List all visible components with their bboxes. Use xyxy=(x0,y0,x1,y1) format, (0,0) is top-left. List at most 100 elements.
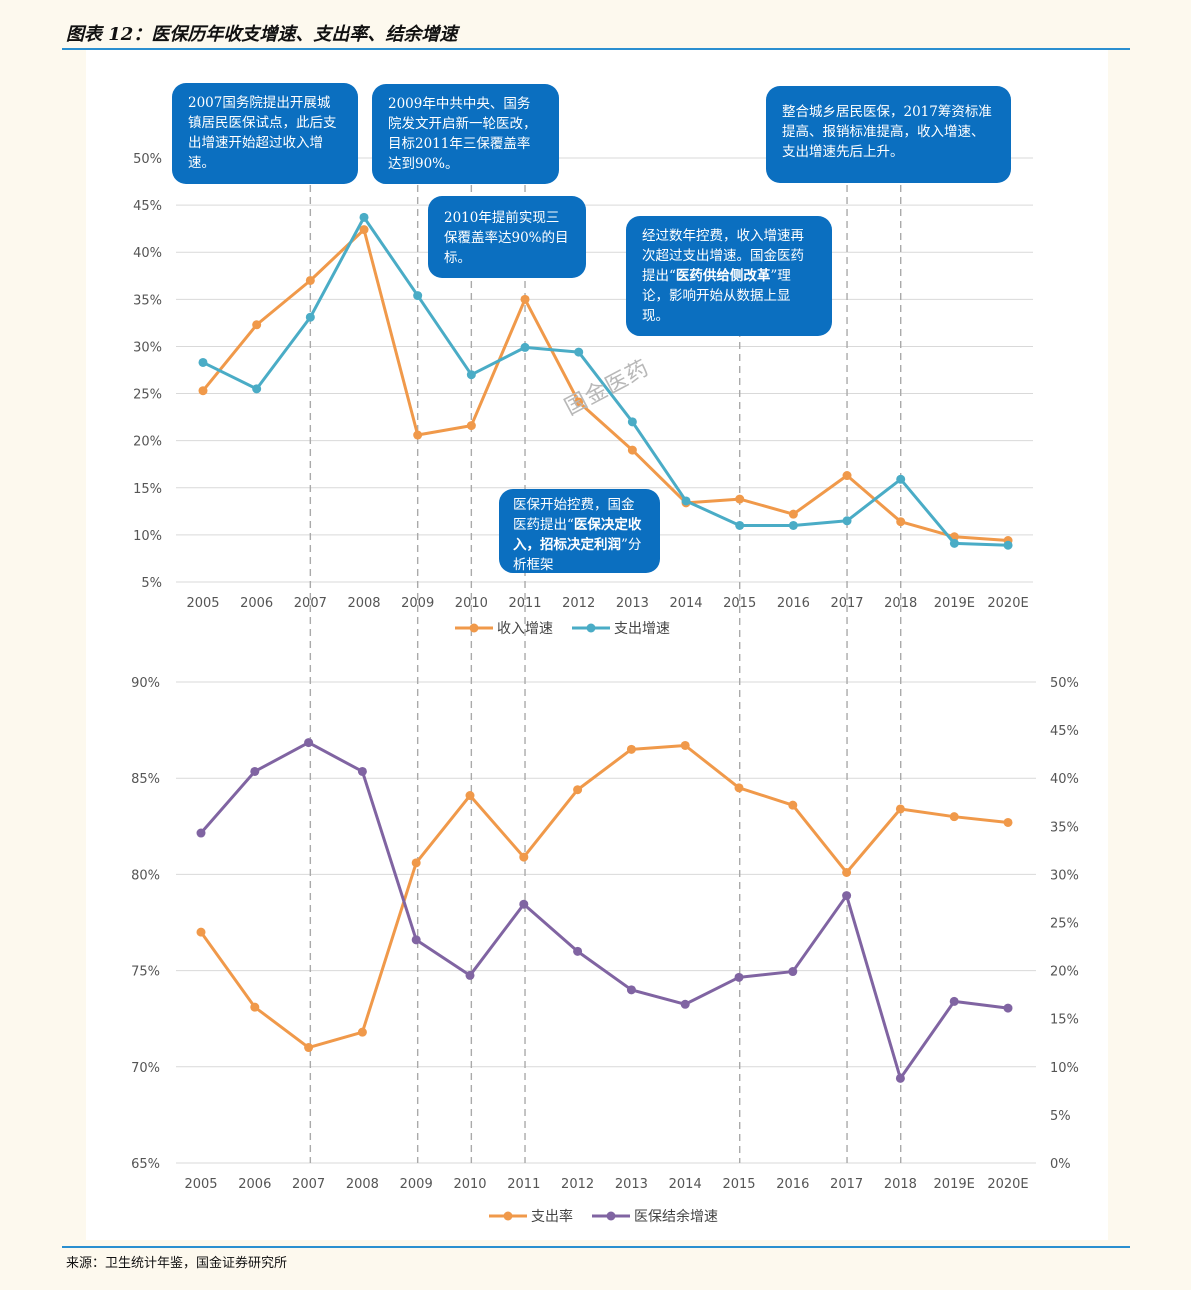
x-tick-label: 2015 xyxy=(723,596,756,611)
expense-growth-point xyxy=(520,342,530,352)
expense-growth-point xyxy=(842,516,852,526)
surplus-growth-point xyxy=(680,999,690,1009)
surplus-growth-point xyxy=(734,972,744,982)
income-growth-point xyxy=(735,494,745,504)
surplus-growth-point xyxy=(357,766,367,776)
x-tick-label: 2014 xyxy=(669,1177,702,1192)
figure-title: 图表 12：医保历年收支增速、支出率、结余增速 xyxy=(66,24,458,45)
income-growth-point xyxy=(466,421,476,431)
y-left-tick-label: 90% xyxy=(131,676,160,691)
income-growth-point xyxy=(359,225,369,235)
expense-ratio-point xyxy=(411,858,421,868)
expense-growth-point xyxy=(896,474,906,484)
x-tick-label: 2009 xyxy=(400,1177,433,1192)
y-tick-label: 35% xyxy=(133,293,162,308)
x-tick-label: 2020E xyxy=(987,596,1028,611)
expense-growth-line xyxy=(202,215,1009,547)
legend-income-label: 收入增速 xyxy=(497,621,553,637)
surplus-growth-point xyxy=(895,1073,905,1083)
y-right-tick-label: 35% xyxy=(1050,820,1079,835)
expense-growth-point xyxy=(466,370,476,380)
top-rule xyxy=(62,48,1130,50)
x-tick-label: 2013 xyxy=(616,596,649,611)
x-tick-label: 2011 xyxy=(508,596,541,611)
y-right-tick-label: 30% xyxy=(1050,868,1079,883)
x-tick-label: 2019E xyxy=(934,1177,975,1192)
surplus-growth-point xyxy=(304,738,314,748)
y-tick-label: 10% xyxy=(133,529,162,544)
callout-2007-text: 2007国务院提出开展城镇居民医保试点，此后支出增速开始超过收入增速。 xyxy=(188,95,337,171)
x-tick-label: 2017 xyxy=(830,596,863,611)
expense-ratio-point xyxy=(788,800,798,810)
expense-growth-point xyxy=(788,520,798,530)
y-tick-label: 20% xyxy=(133,435,162,450)
y-tick-label: 50% xyxy=(133,152,162,167)
expense-ratio-point xyxy=(519,852,529,862)
expense-ratio-point xyxy=(357,1027,367,1037)
expense-growth-point xyxy=(949,538,959,548)
chart-panel xyxy=(86,50,1108,1240)
expense-growth-point xyxy=(413,291,423,301)
expense-ratio-line xyxy=(199,743,1009,1050)
callout-control-text-3: ”理论，影响开始从数据上显现。 xyxy=(642,268,791,324)
surplus-growth-point xyxy=(465,970,475,980)
surplus-growth-line xyxy=(199,741,1009,1080)
surplus-growth-point xyxy=(411,935,421,945)
callout-control-text-2: 国金医药提出“ xyxy=(642,248,804,284)
x-tick-label: 2012 xyxy=(562,596,595,611)
x-tick-label: 2009 xyxy=(401,596,434,611)
y-right-tick-label: 45% xyxy=(1050,724,1079,739)
callout-2017: 整合城乡居民医保，2017筹资标准提高、报销标准提高，收入增速、支出增速先后上升… xyxy=(766,86,1011,183)
y-right-tick-label: 0% xyxy=(1050,1157,1071,1172)
y-right-tick-label: 20% xyxy=(1050,965,1079,980)
x-tick-label: 2007 xyxy=(294,596,327,611)
expense-ratio-point xyxy=(1003,817,1013,827)
y-left-tick-label: 70% xyxy=(131,1061,160,1076)
y-tick-label: 45% xyxy=(133,199,162,214)
expense-growth-point xyxy=(681,496,691,506)
y-left-tick-label: 80% xyxy=(131,868,160,883)
y-right-tick-label: 5% xyxy=(1050,1109,1071,1124)
y-right-tick-label: 15% xyxy=(1050,1013,1079,1028)
x-tick-label: 2016 xyxy=(777,596,810,611)
y-tick-label: 15% xyxy=(133,482,162,497)
callout-framework: 医保开始控费，国金医药提出“医保决定收入，招标决定利润”分析框架 xyxy=(499,489,660,573)
callout-framework-bold: 医保决定收入，招标决定利润 xyxy=(513,517,642,553)
expense-ratio-point xyxy=(949,812,959,822)
income-growth-point xyxy=(842,471,852,481)
y-tick-label: 40% xyxy=(133,246,162,261)
surplus-growth-point xyxy=(788,967,798,977)
surplus-growth-point xyxy=(519,899,529,909)
y-left-tick-label: 75% xyxy=(131,965,160,980)
y-tick-label: 25% xyxy=(133,388,162,403)
x-tick-label: 2007 xyxy=(292,1177,325,1192)
expense-ratio-point xyxy=(250,1002,260,1012)
callout-control: 经过数年控费，收入增速再次超过支出增速。国金医药提出“医药供给侧改革”理论，影响… xyxy=(626,216,832,336)
surplus-growth-point xyxy=(573,946,583,956)
x-tick-label: 2018 xyxy=(884,596,917,611)
x-tick-label: 2016 xyxy=(776,1177,809,1192)
income-growth-point xyxy=(252,320,262,330)
x-tick-label: 2017 xyxy=(830,1177,863,1192)
expense-growth-point xyxy=(359,212,369,222)
expense-ratio-point xyxy=(465,791,475,801)
callout-2009: 2009年中共中央、国务院发文开启新一轮医改，目标2011年三保覆盖率达到90%… xyxy=(372,84,559,184)
callout-2007: 2007国务院提出开展城镇居民医保试点，此后支出增速开始超过收入增速。 xyxy=(172,83,358,184)
callout-2010-text: 2010年提前实现三保覆盖率达90%的目标。 xyxy=(444,210,569,266)
x-tick-label: 2018 xyxy=(884,1177,917,1192)
surplus-growth-point xyxy=(949,996,959,1006)
y-right-tick-label: 40% xyxy=(1050,772,1079,787)
income-growth-point xyxy=(627,445,637,455)
legend-income-marker xyxy=(469,623,479,633)
surplus-growth-point xyxy=(626,985,636,995)
legend-expense-label: 支出增速 xyxy=(614,621,670,637)
x-tick-label: 2012 xyxy=(561,1177,594,1192)
callout-framework-text-2: ”分析框架 xyxy=(513,537,642,573)
expense-ratio-point xyxy=(196,927,206,937)
x-tick-label: 2008 xyxy=(346,1177,379,1192)
x-tick-label: 2008 xyxy=(347,596,380,611)
bottom-rule xyxy=(62,1246,1130,1248)
surplus-growth-point xyxy=(842,891,852,901)
surplus-growth-point xyxy=(196,828,206,838)
